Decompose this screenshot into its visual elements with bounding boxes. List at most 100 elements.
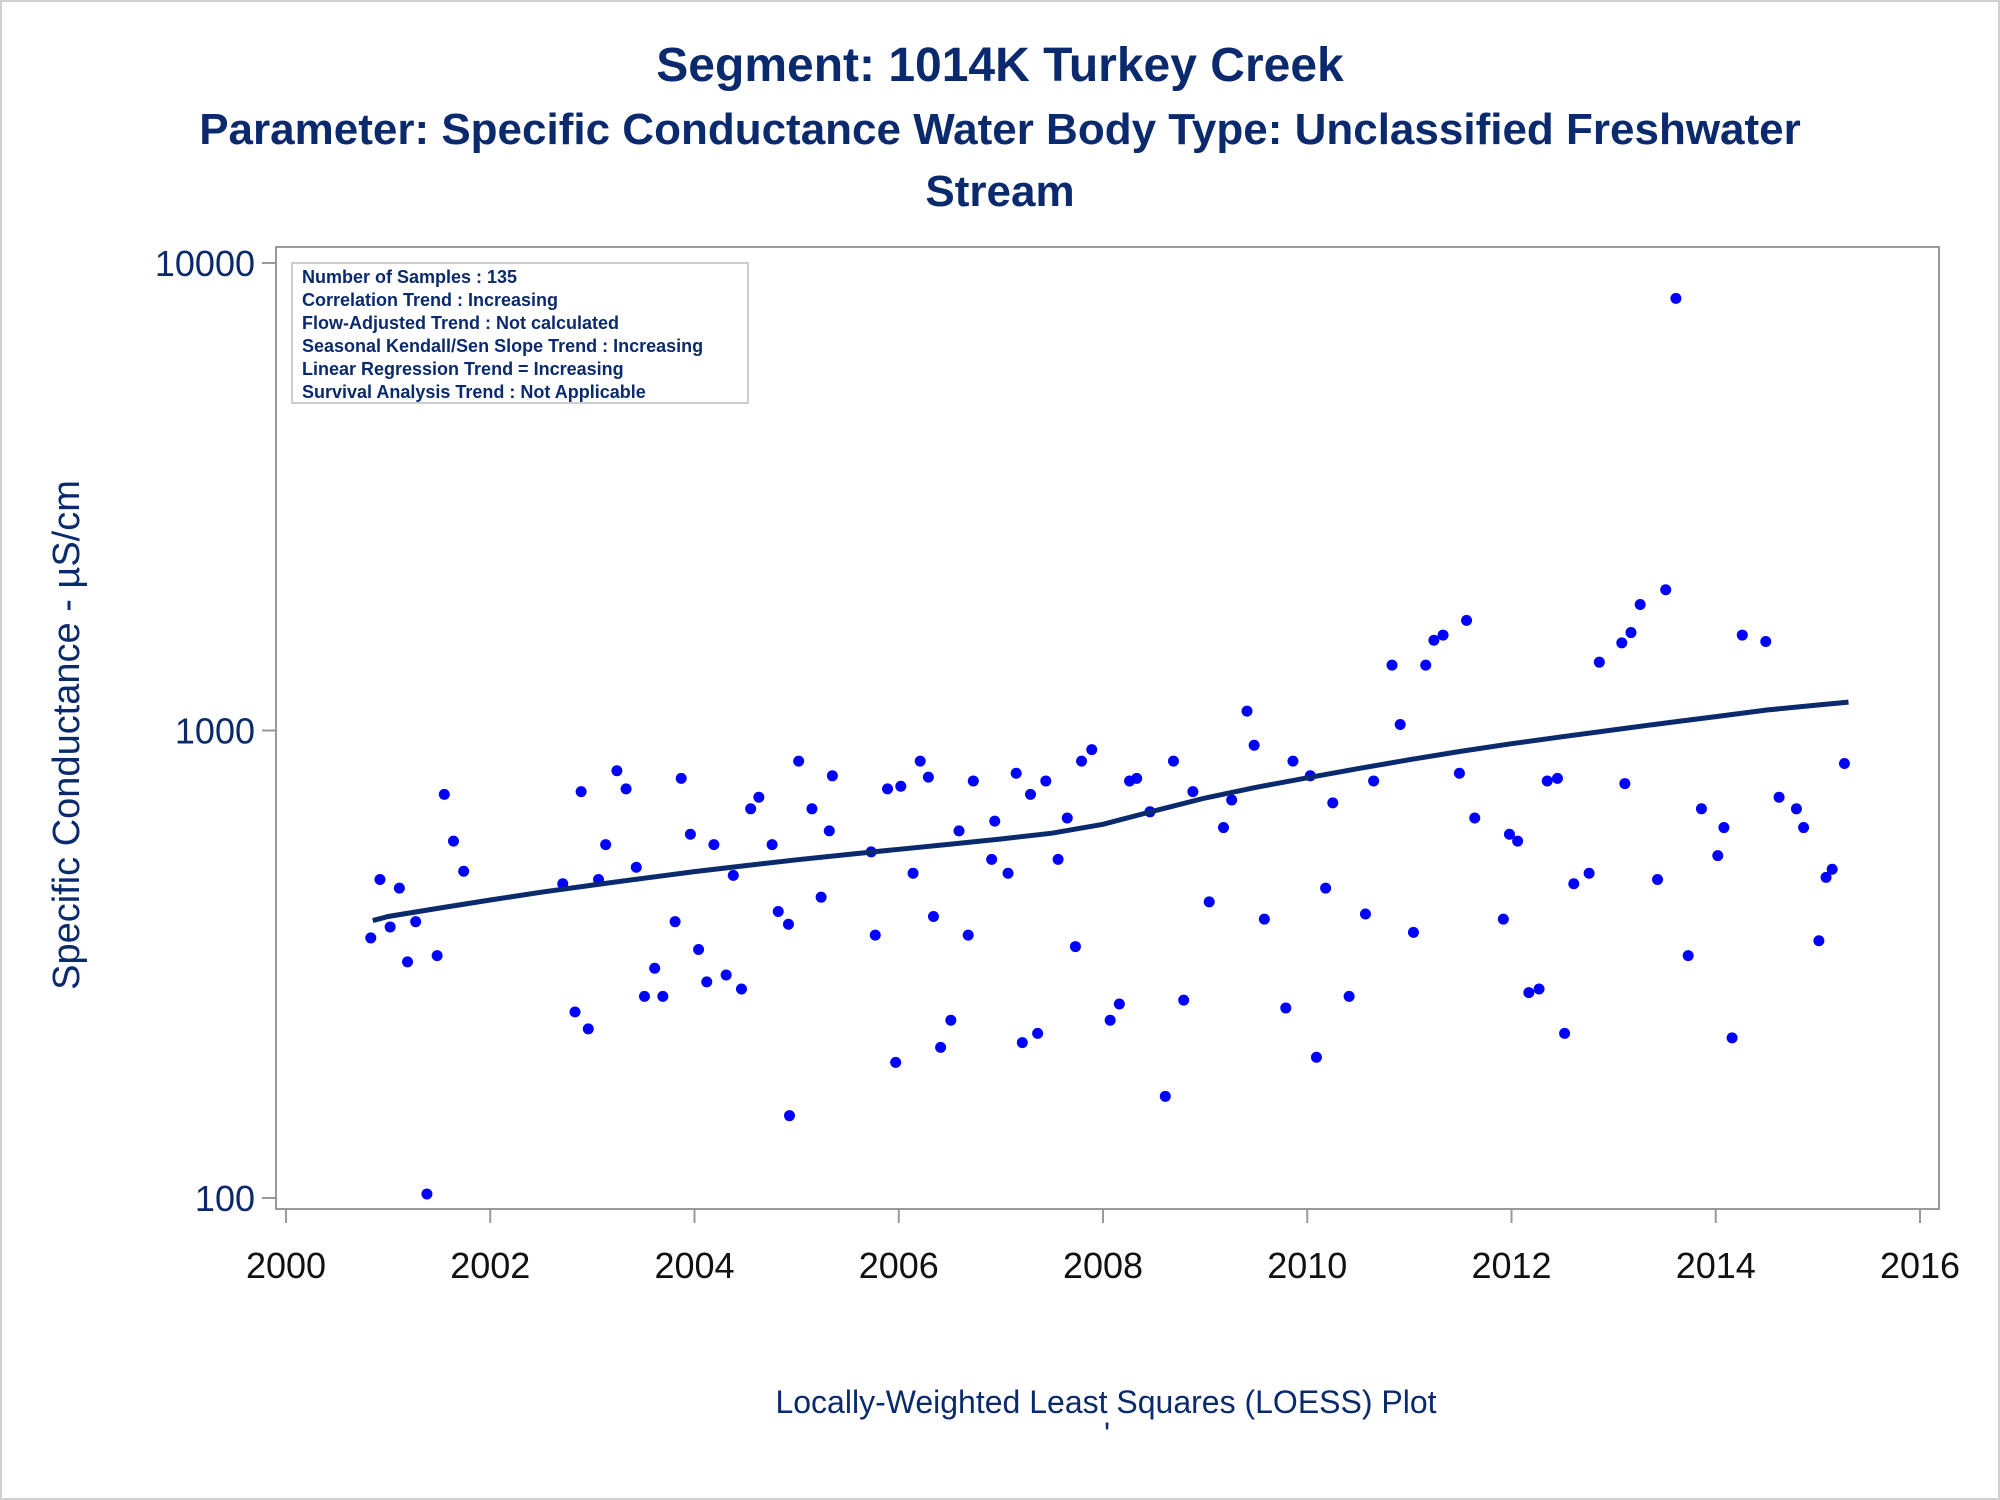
y-tick-label: 100 bbox=[195, 1178, 255, 1219]
data-point bbox=[1327, 797, 1339, 809]
data-point bbox=[1359, 908, 1371, 920]
data-point bbox=[766, 839, 778, 851]
stats-box-border bbox=[291, 262, 749, 404]
data-point bbox=[431, 950, 443, 962]
data-point bbox=[1420, 659, 1432, 671]
data-point bbox=[1790, 803, 1802, 815]
loess-line bbox=[372, 699, 1849, 924]
data-point bbox=[962, 929, 974, 941]
data-point bbox=[1104, 1014, 1116, 1026]
data-point bbox=[1407, 926, 1419, 938]
data-point bbox=[1523, 987, 1535, 999]
data-point bbox=[649, 962, 661, 974]
data-point bbox=[967, 775, 979, 787]
data-point bbox=[1826, 863, 1838, 875]
chart-subtitle-line1: Parameter: Specific Conductance Water Bo… bbox=[199, 105, 1801, 154]
data-point bbox=[657, 990, 669, 1002]
data-point bbox=[1813, 935, 1825, 947]
data-point bbox=[1437, 629, 1449, 641]
x-tick-label: 2008 bbox=[1063, 1245, 1143, 1286]
data-point bbox=[1024, 788, 1036, 800]
data-point bbox=[1368, 775, 1380, 787]
data-point bbox=[1726, 1032, 1738, 1044]
data-point bbox=[611, 765, 623, 777]
data-point bbox=[1241, 705, 1253, 717]
data-point bbox=[1820, 871, 1832, 883]
data-point bbox=[384, 921, 396, 933]
data-point bbox=[421, 1188, 433, 1200]
data-point bbox=[1568, 878, 1580, 890]
x-tick-label: 2010 bbox=[1267, 1245, 1347, 1286]
data-point bbox=[1016, 1037, 1028, 1049]
data-point bbox=[1593, 656, 1605, 668]
x-axis: 2000 2002 2004 2006 2008 2010 2012 2014 2016 bbox=[246, 1209, 1960, 1286]
data-point bbox=[1559, 1027, 1571, 1039]
data-point bbox=[753, 791, 765, 803]
data-point bbox=[410, 916, 422, 928]
data-point bbox=[945, 1014, 957, 1026]
data-point bbox=[1497, 913, 1509, 925]
x-tick-label: 2016 bbox=[1880, 1245, 1960, 1286]
data-point bbox=[1002, 867, 1014, 879]
data-point bbox=[935, 1041, 947, 1053]
data-point bbox=[1469, 812, 1481, 824]
data-point bbox=[1320, 882, 1332, 894]
data-point bbox=[953, 825, 965, 837]
data-point bbox=[402, 956, 414, 968]
data-point bbox=[1798, 822, 1810, 834]
data-point bbox=[1113, 998, 1125, 1010]
x-tick-label: 2006 bbox=[859, 1245, 939, 1286]
data-point bbox=[1167, 755, 1179, 767]
data-point bbox=[1838, 757, 1850, 769]
data-point bbox=[907, 867, 919, 879]
data-point bbox=[1040, 775, 1052, 787]
data-point bbox=[1533, 983, 1545, 995]
data-point bbox=[1287, 755, 1299, 767]
data-point bbox=[575, 786, 587, 798]
footnote-mark: ' bbox=[1104, 1416, 1110, 1452]
data-point bbox=[669, 916, 681, 928]
data-point bbox=[569, 1006, 581, 1018]
data-point bbox=[869, 929, 881, 941]
x-tick-label: 2014 bbox=[1676, 1245, 1756, 1286]
stats-line: Seasonal Kendall/Sen Slope Trend : Incre… bbox=[302, 336, 703, 356]
y-axis: 100 1000 10000 bbox=[155, 243, 277, 1219]
data-point bbox=[890, 1056, 902, 1068]
data-point bbox=[1086, 744, 1098, 756]
data-point bbox=[1625, 627, 1637, 639]
x-tick-label: 2002 bbox=[450, 1245, 530, 1286]
data-point bbox=[1187, 786, 1199, 798]
data-point bbox=[772, 906, 784, 918]
data-point bbox=[735, 983, 747, 995]
x-tick-label: 2012 bbox=[1471, 1245, 1551, 1286]
data-point bbox=[693, 944, 705, 956]
data-point bbox=[675, 772, 687, 784]
data-point bbox=[1634, 599, 1646, 611]
data-point bbox=[914, 755, 926, 767]
data-point bbox=[638, 990, 650, 1002]
data-point bbox=[1583, 867, 1595, 879]
data-point bbox=[882, 783, 894, 795]
data-point bbox=[1131, 772, 1143, 784]
data-point bbox=[1541, 775, 1553, 787]
data-point bbox=[1760, 636, 1772, 648]
data-point bbox=[922, 771, 934, 783]
data-point bbox=[1226, 794, 1238, 806]
data-point bbox=[782, 918, 794, 930]
data-point bbox=[1619, 778, 1631, 790]
data-point bbox=[1682, 950, 1694, 962]
data-point bbox=[708, 839, 720, 851]
data-point bbox=[815, 891, 827, 903]
data-point bbox=[783, 1110, 795, 1122]
data-point bbox=[1178, 994, 1190, 1006]
data-point bbox=[1660, 584, 1672, 596]
data-point bbox=[1280, 1002, 1292, 1014]
footnote: Locally-Weighted Least Squares (LOESS) P… bbox=[775, 1384, 1436, 1420]
data-point bbox=[1032, 1027, 1044, 1039]
data-point bbox=[1616, 637, 1628, 649]
data-point bbox=[1069, 941, 1081, 953]
data-point bbox=[438, 788, 450, 800]
data-point bbox=[1773, 791, 1785, 803]
y-axis-title: Specific Conductance - µS/cm bbox=[46, 480, 88, 990]
